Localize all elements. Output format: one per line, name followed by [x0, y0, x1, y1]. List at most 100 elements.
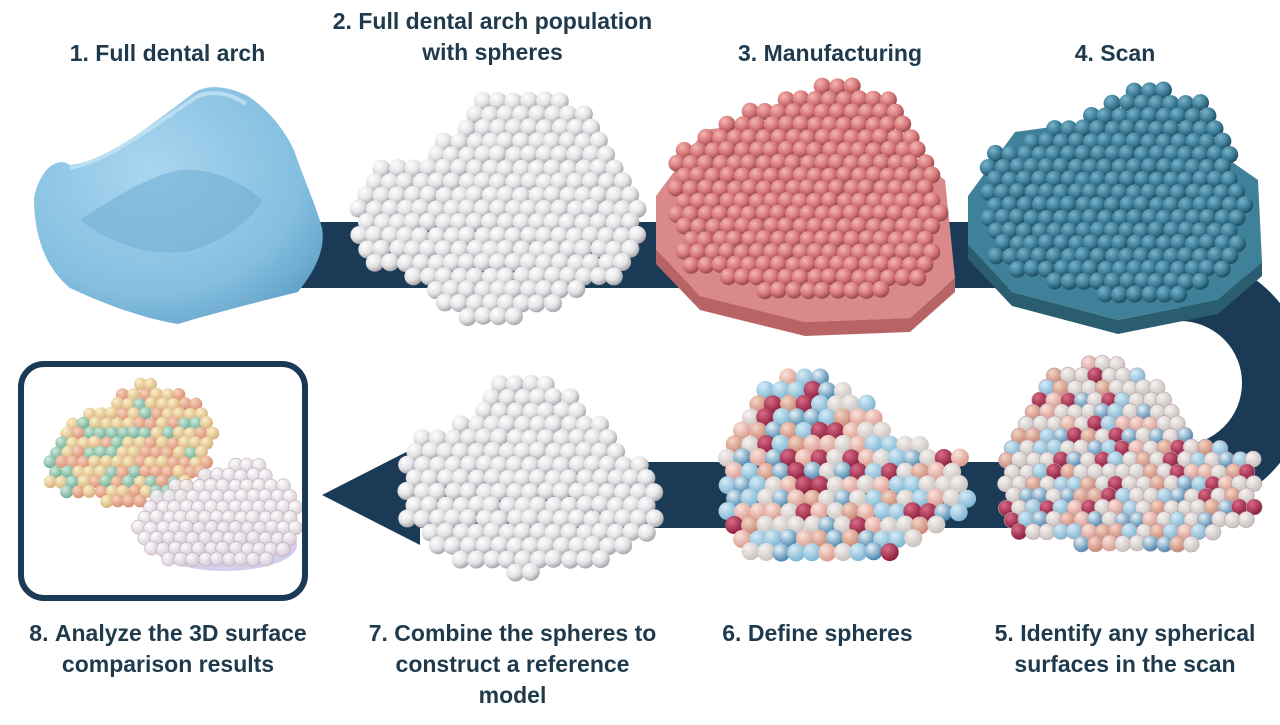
sphere [134, 455, 147, 469]
sphere-cluster-step-7 [397, 374, 664, 582]
sphere [901, 230, 919, 248]
sphere [436, 442, 455, 461]
sphere [350, 226, 369, 244]
sphere [711, 205, 729, 223]
sphere [926, 488, 945, 507]
sphere [498, 550, 516, 569]
sphere [872, 255, 890, 273]
sphere [778, 192, 795, 209]
sphere [645, 509, 664, 528]
sphere [675, 217, 693, 235]
sphere [756, 408, 775, 427]
sphere [842, 204, 860, 222]
sphere [1059, 195, 1077, 213]
sphere [591, 550, 610, 569]
step-number: 2. [332, 8, 352, 34]
sphere [908, 217, 926, 235]
sphere [568, 509, 587, 528]
sphere [833, 516, 852, 534]
sphere [1119, 119, 1136, 137]
sphere [200, 416, 213, 430]
sphere [528, 441, 547, 460]
sphere [1126, 158, 1143, 175]
sphere [178, 436, 192, 449]
sphere [1118, 247, 1136, 265]
sphere [551, 253, 570, 271]
sphere [474, 145, 493, 164]
sphere [1119, 195, 1137, 213]
sphere [1206, 145, 1224, 163]
sphere [826, 502, 845, 521]
step-text: Combine the spheres to [394, 620, 657, 646]
sphere [1087, 535, 1104, 553]
sphere [395, 172, 414, 191]
sphere [818, 462, 837, 481]
sphere [919, 449, 938, 467]
sphere [718, 476, 737, 495]
sphere [507, 429, 525, 447]
sphere [505, 455, 524, 474]
sphere [762, 268, 780, 286]
sphere [894, 115, 912, 133]
sphere [697, 256, 715, 274]
sphere [100, 495, 114, 508]
sphere [468, 469, 487, 488]
sphere [872, 103, 890, 121]
sphere [365, 253, 384, 272]
sphere [901, 256, 919, 274]
sphere [365, 225, 384, 244]
step-text: Define spheres [747, 620, 913, 646]
sphere [458, 308, 477, 327]
sphere [443, 227, 462, 246]
sphere [614, 483, 632, 502]
sphere [787, 381, 805, 400]
sphere [1008, 208, 1026, 226]
sphere [814, 255, 832, 273]
sphere [843, 179, 861, 197]
sphere [1134, 272, 1152, 290]
sphere [77, 475, 91, 488]
sphere [512, 213, 531, 232]
sphere [536, 536, 555, 555]
sphere [893, 166, 911, 184]
sphere [543, 212, 562, 231]
sphere [872, 154, 890, 171]
sphere [403, 240, 422, 259]
sphere [559, 239, 578, 258]
sphere [435, 293, 454, 312]
sphere [704, 142, 722, 160]
sphere [787, 489, 806, 508]
sphere [499, 469, 517, 488]
sphere [1163, 171, 1181, 189]
sphere [71, 426, 85, 440]
sphere [544, 549, 563, 568]
sphere [505, 146, 524, 165]
step-text: with spheres [422, 39, 563, 65]
sphere [827, 395, 846, 414]
sphere [1192, 196, 1210, 214]
sphere [1052, 157, 1070, 175]
sphere [791, 269, 809, 286]
sphere [784, 103, 802, 121]
sphere [459, 482, 478, 501]
sphere [1182, 535, 1200, 553]
sphere [599, 428, 618, 447]
sphere [560, 442, 578, 461]
sphere [1206, 170, 1224, 188]
step-number: 7. [368, 620, 388, 646]
step-text: Full dental arch population [358, 8, 653, 34]
sphere [810, 502, 829, 521]
sphere [458, 226, 476, 245]
sphere [88, 455, 102, 469]
sphere [1052, 209, 1070, 227]
step-text: Analyze the 3D surface [54, 620, 307, 646]
sphere [457, 119, 476, 138]
sphere [406, 442, 425, 461]
sphere [451, 550, 470, 569]
sphere [621, 212, 640, 231]
sphere [576, 550, 595, 569]
sphere [519, 199, 538, 218]
sphere [1103, 196, 1121, 214]
sphere [1245, 475, 1263, 492]
